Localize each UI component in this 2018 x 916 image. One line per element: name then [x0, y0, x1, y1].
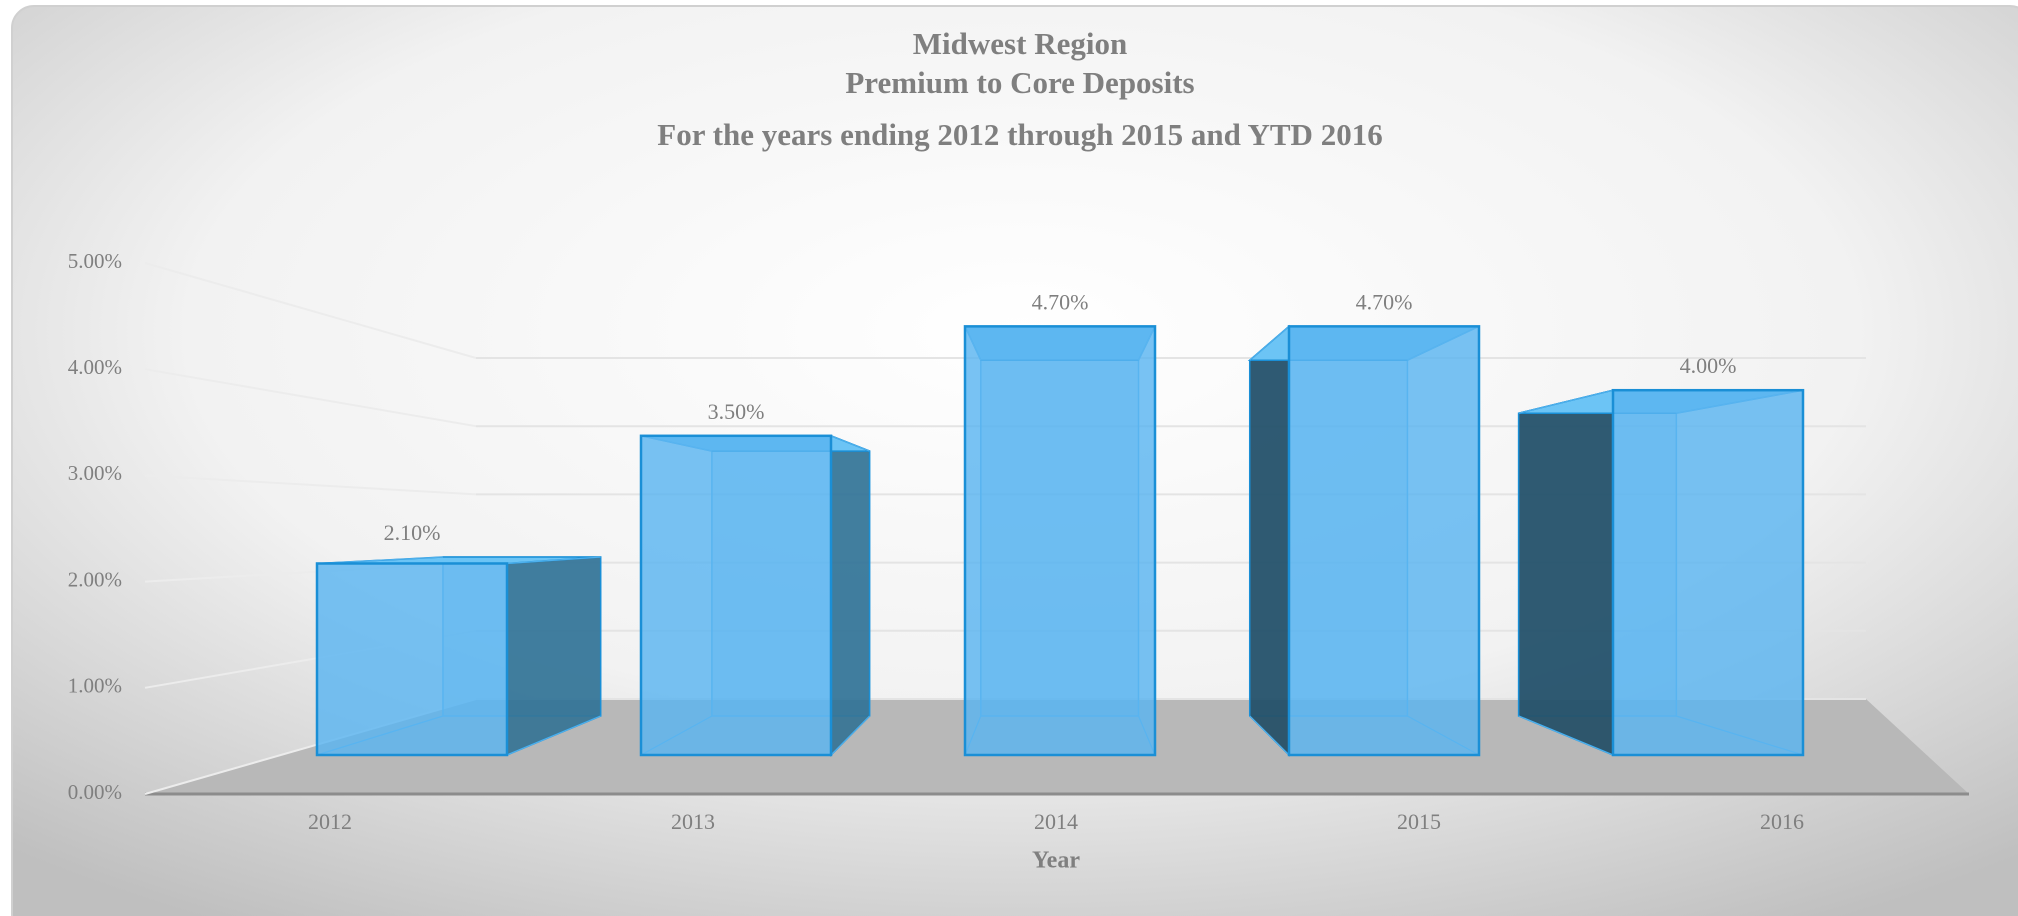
bar	[1517, 388, 1805, 757]
bar-edge	[506, 556, 601, 565]
bar-edge	[1518, 389, 1614, 414]
x-tick-label: 2014	[1034, 809, 1078, 834]
grid-line-side	[144, 474, 477, 496]
x-axis-title: Year	[1032, 848, 1080, 874]
y-tick-label: 1.00%	[68, 674, 122, 698]
chart-title: Midwest Region	[913, 26, 1127, 61]
y-tick-label: 4.00%	[68, 355, 122, 379]
bar-edge	[1518, 715, 1614, 756]
grid-line-side	[144, 368, 477, 428]
data-label: 4.00%	[1680, 353, 1737, 378]
x-tick-label: 2016	[1760, 809, 1804, 834]
x-tick-label: 2013	[671, 809, 715, 834]
y-tick-label: 5.00%	[68, 249, 122, 273]
bar-front	[315, 562, 509, 757]
chart-subtitle: Premium to Core Deposits	[845, 65, 1194, 100]
bar-edge	[830, 715, 871, 756]
bar-front	[963, 325, 1157, 757]
x-tick-label: 2012	[308, 809, 352, 834]
chart-subtitle: For the years ending 2012 through 2015 a…	[657, 117, 1382, 152]
data-label: 4.70%	[1032, 289, 1089, 314]
bar-side	[1248, 324, 1290, 757]
grid-line	[144, 262, 1866, 359]
bar	[315, 556, 602, 757]
y-tick-label: 3.00%	[68, 461, 122, 485]
y-tick-label: 2.00%	[68, 567, 122, 591]
data-label: 4.70%	[1356, 289, 1413, 314]
bar	[639, 434, 871, 757]
bar-front	[1287, 325, 1481, 757]
data-label: 3.50%	[708, 399, 765, 424]
bar-edge	[830, 435, 870, 452]
bar-side	[1517, 389, 1614, 757]
y-tick-label: 0.00%	[68, 780, 122, 804]
grid-line-side	[144, 262, 477, 359]
data-label: 2.10%	[384, 520, 441, 545]
x-tick-label: 2015	[1397, 809, 1441, 834]
bar-edge	[1249, 325, 1290, 361]
bar-edge	[506, 715, 601, 756]
bar	[1247, 324, 1481, 757]
bar	[963, 325, 1157, 757]
bar-front	[639, 434, 833, 757]
bar-front	[1611, 388, 1805, 757]
bar-side	[830, 434, 871, 757]
bar-edge	[1249, 715, 1290, 756]
